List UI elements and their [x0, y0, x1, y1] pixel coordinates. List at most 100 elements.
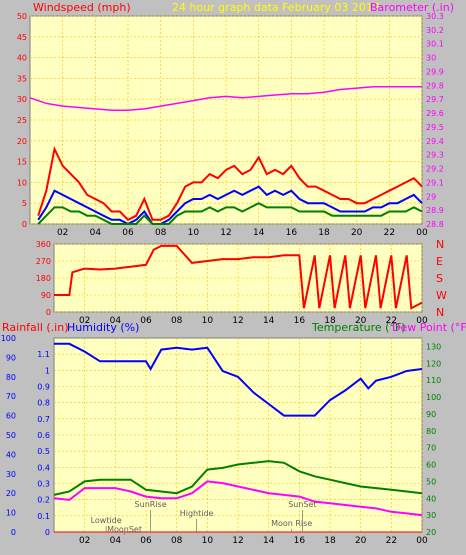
chart-title: 24 hour graph data February 03 2017: [172, 1, 380, 14]
x-tick-label: 00: [416, 316, 428, 326]
x-tick-label: 06: [140, 316, 152, 326]
windspeed-tick-label: 20: [17, 137, 27, 146]
rainfall-tick-label: 0.6: [37, 431, 50, 440]
x-tick-label: 22: [384, 228, 395, 238]
temperature-tick-label: 40: [426, 494, 436, 503]
wind-direction-line: [54, 244, 423, 310]
annotation-label: Hightide: [180, 509, 214, 518]
annotation-label: MoonSet: [107, 525, 142, 534]
humidity-tick-label: 30: [6, 470, 16, 479]
direction-tick-label: 180: [36, 274, 51, 283]
x-tick-label: 06: [140, 536, 152, 546]
barometer-tick-label: 29.5: [426, 123, 444, 132]
humidity-tick-label: 80: [6, 373, 16, 382]
rainfall-tick-label: 1: [45, 366, 50, 375]
temperature-tick-label: 110: [426, 376, 441, 385]
x-tick-label: 02: [79, 316, 90, 326]
x-tick-label: 14: [263, 316, 275, 326]
x-tick-label: 20: [355, 536, 367, 546]
rainfall-tick-label: 0: [45, 528, 50, 537]
x-tick-label: 22: [386, 316, 397, 326]
windspeed-tick-label: 45: [17, 33, 27, 42]
x-tick-label: 18: [324, 536, 336, 546]
barometer-tick-label: 29.9: [426, 67, 444, 76]
rainfall-tick-label: 0.2: [37, 496, 50, 505]
humidity-axis-label: Humidity (%): [67, 321, 139, 334]
windspeed-tick-label: 25: [17, 116, 27, 125]
x-tick-label: 12: [232, 316, 243, 326]
rainfall-tick-label: 0.7: [37, 415, 50, 424]
rainfall-tick-label: 0.9: [37, 383, 50, 392]
temperature-tick-label: 120: [426, 359, 441, 368]
barometer-tick-label: 29.3: [426, 151, 444, 160]
x-tick-label: 20: [355, 316, 367, 326]
rainfall-tick-label: 0.3: [37, 480, 50, 489]
rainfall-tick-label: 0.1: [37, 512, 50, 521]
rainfall-axis-label: Rainfall (.in): [2, 321, 69, 334]
humidity-tick-label: 90: [6, 353, 16, 362]
humidity-tick-label: 50: [6, 431, 16, 440]
annotation-label: Lowtide: [91, 516, 122, 525]
temperature-tick-label: 20: [426, 528, 436, 537]
compass-label: N: [436, 238, 444, 251]
x-tick-label: 16: [286, 228, 298, 238]
x-tick-label: 08: [171, 316, 183, 326]
rainfall-tick-label: 0.4: [37, 463, 50, 472]
direction-tick-label: 0: [46, 308, 51, 317]
barometer-tick-label: 30: [426, 54, 436, 63]
temperature-tick-label: 70: [426, 444, 436, 453]
annotation-label: Moon Rise: [271, 519, 312, 528]
barometer-tick-label: 28.9: [426, 206, 444, 215]
direction-tick-label: 360: [36, 240, 51, 249]
compass-label: W: [436, 289, 447, 302]
barometer-tick-label: 30.3: [426, 12, 444, 21]
windspeed-tick-label: 50: [17, 12, 27, 21]
x-tick-label: 00: [416, 536, 428, 546]
barometer-line: [29, 85, 422, 112]
temperature-axis-label: Temperature (°F): [311, 321, 406, 334]
humidity-tick-label: 100: [1, 334, 16, 343]
temperature-tick-label: 50: [426, 477, 436, 486]
temperature-tick-label: 90: [426, 410, 436, 419]
windspeed-tick-label: 10: [17, 178, 27, 187]
temperature-tick-label: 100: [426, 393, 441, 402]
barometer-axis-label: Barometer (.in): [370, 1, 454, 14]
direction-tick-label: 270: [36, 257, 51, 266]
barometer-tick-label: 29.8: [426, 81, 444, 90]
temperature-tick-label: 80: [426, 427, 436, 436]
annotation-label: SunRise: [135, 500, 167, 509]
x-tick-label: 18: [324, 316, 336, 326]
rainfall-tick-label: 0.8: [37, 399, 50, 408]
x-tick-label: 04: [110, 316, 122, 326]
x-tick-label: 20: [351, 228, 363, 238]
windspeed_max-line: [37, 145, 423, 222]
temperature-tick-label: 60: [426, 461, 436, 470]
x-tick-label: 22: [386, 536, 397, 546]
humidity-tick-label: 0: [11, 528, 16, 537]
compass-label: N: [436, 306, 444, 319]
x-tick-label: 16: [294, 316, 306, 326]
humidity-tick-label: 70: [6, 392, 16, 401]
barometer-tick-label: 30.1: [426, 40, 444, 49]
annotation-label: SunSet: [288, 500, 316, 509]
x-tick-label: 10: [202, 536, 214, 546]
rainfall-tick-label: 0.5: [37, 447, 50, 456]
rainfall-tick-label: 1.1: [37, 350, 50, 359]
x-tick-label: 06: [122, 228, 134, 238]
x-tick-label: 12: [232, 536, 243, 546]
windspeed-tick-label: 35: [17, 74, 27, 83]
temperature-tick-label: 30: [426, 511, 436, 520]
x-tick-label: 10: [202, 316, 214, 326]
windspeed-tick-label: 15: [17, 158, 27, 167]
x-tick-label: 04: [90, 228, 102, 238]
windspeed-tick-label: 40: [17, 54, 27, 63]
x-tick-label: 16: [294, 536, 306, 546]
barometer-tick-label: 29.4: [426, 137, 444, 146]
x-tick-label: 00: [416, 228, 428, 238]
compass-label: S: [436, 272, 443, 285]
x-tick-label: 08: [171, 536, 183, 546]
temperature-tick-label: 130: [426, 342, 441, 351]
barometer-tick-label: 29.6: [426, 109, 444, 118]
